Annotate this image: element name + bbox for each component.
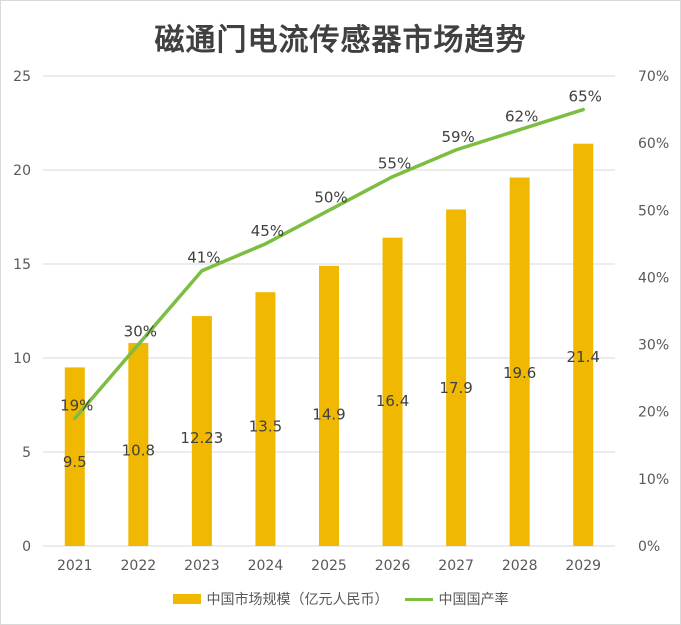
- legend-swatch-bar: [172, 594, 201, 604]
- bar: [319, 265, 339, 546]
- bar: [446, 209, 467, 547]
- y-right-tick-label: 0%: [638, 539, 660, 555]
- legend-label-localization-rate: 中国国产率: [438, 592, 509, 608]
- bar-data-label: 12.23: [180, 429, 223, 447]
- bar-data-label: 14.9: [312, 405, 345, 423]
- legend-item-localization-rate: 中国国产率: [404, 589, 509, 609]
- y-right-tick-label: 70%: [638, 69, 669, 85]
- x-tick-label: 2026: [375, 558, 411, 574]
- line-data-label: 55%: [378, 155, 411, 173]
- bar: [509, 177, 530, 546]
- y-left-tick-label: 15: [13, 257, 31, 273]
- bar-data-label: 16.4: [376, 392, 409, 410]
- line-data-label: 65%: [569, 88, 602, 106]
- x-tick-label: 2022: [121, 558, 157, 574]
- bar-data-label: 21.4: [567, 348, 600, 366]
- bar: [255, 292, 276, 546]
- y-right-tick-label: 20%: [638, 405, 669, 421]
- line-data-label: 45%: [251, 222, 284, 240]
- line-data-label: 59%: [441, 128, 474, 146]
- bar: [191, 316, 212, 546]
- bar-data-label: 13.5: [249, 418, 282, 436]
- bar: [573, 143, 594, 546]
- line-data-label: 30%: [124, 323, 157, 341]
- x-tick-label: 2027: [438, 558, 474, 574]
- bar-data-label: 10.8: [122, 442, 155, 460]
- bar-data-label: 17.9: [439, 379, 472, 397]
- bar: [128, 342, 149, 546]
- y-left-tick-label: 20: [13, 163, 31, 179]
- line-series-localization-rate: [73, 107, 585, 421]
- x-tick-label: 2029: [565, 558, 601, 574]
- y-right-tick-label: 50%: [638, 203, 669, 219]
- chart-title: 磁通门电流传感器市场趋势: [154, 23, 527, 58]
- x-tick-label: 2023: [184, 558, 220, 574]
- x-tick-label: 2024: [248, 558, 284, 574]
- y-right-tick-label: 40%: [638, 270, 669, 286]
- line-data-label: 19%: [60, 396, 93, 414]
- legend-item-market-size: 中国市场规模（亿元人民币）: [172, 589, 389, 609]
- bar: [382, 237, 403, 546]
- bar-data-label: 9.5: [63, 453, 87, 471]
- x-tick-label: 2025: [311, 558, 347, 574]
- line-data-label: 41%: [187, 249, 220, 267]
- y-left-tick-label: 25: [13, 69, 31, 85]
- legend-swatch-line: [404, 597, 433, 601]
- bar-data-label: 19.6: [503, 364, 536, 382]
- y-left-tick-label: 0: [22, 539, 31, 555]
- line-data-label: 50%: [314, 188, 347, 206]
- y-left-tick-label: 5: [22, 445, 31, 461]
- y-right-tick-label: 60%: [638, 136, 669, 152]
- legend-label-market-size: 中国市场规模（亿元人民币）: [206, 592, 389, 608]
- x-tick-label: 2028: [502, 558, 538, 574]
- y-right-tick-label: 30%: [638, 338, 669, 354]
- legend: 中国市场规模（亿元人民币） 中国国产率: [1, 589, 680, 609]
- y-right-tick-label: 10%: [638, 472, 669, 488]
- y-left-tick-label: 10: [13, 351, 31, 367]
- line-data-label: 62%: [505, 108, 538, 126]
- x-tick-label: 2021: [57, 558, 93, 574]
